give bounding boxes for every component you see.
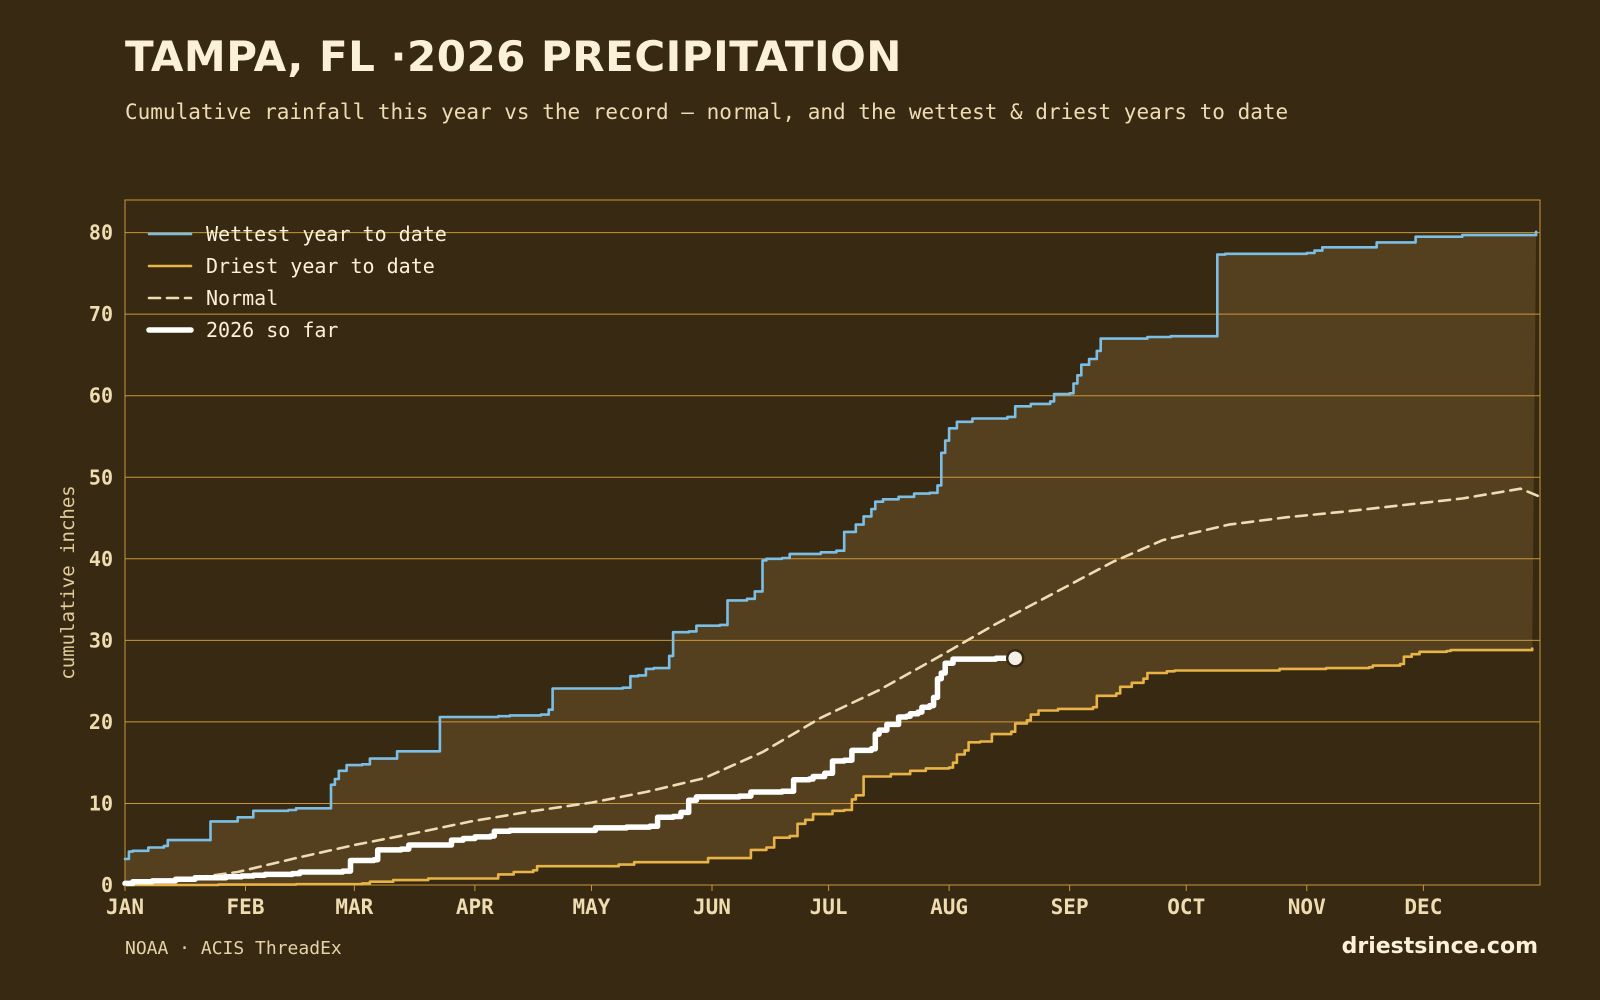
y-tick-label: 30 [89, 628, 113, 652]
x-tick-label: APR [456, 895, 494, 919]
y-tick-label: 20 [89, 710, 113, 734]
normal-line [123, 487, 1542, 885]
wettest-line [123, 230, 1538, 861]
brand-link[interactable]: driestsince.com [1341, 934, 1538, 959]
data-source: NOAA · ACIS ThreadEx [125, 938, 342, 959]
legend-label: 2026 so far [206, 318, 338, 342]
legend-label: Wettest year to date [206, 222, 447, 246]
driest-line [123, 647, 1534, 887]
x-tick-label: JUN [693, 895, 731, 919]
legend: Wettest year to date Driest year to date N… [146, 222, 447, 342]
legend-label: Normal [206, 286, 278, 310]
series-lines [122, 230, 1542, 887]
y-tick-label: 10 [89, 791, 113, 815]
y-tick-label: 0 [101, 873, 113, 897]
plot-frame [124, 199, 1541, 886]
y-tick-label: 80 [89, 221, 113, 245]
y-tick-label: 60 [89, 384, 113, 408]
x-tick-label: DEC [1404, 895, 1442, 919]
x-axis-ticks: JAN FEB MAR APR MAY JUN JUL AUG SEP OCT NOV DEC [106, 885, 1442, 919]
grid-lines [125, 232, 1540, 804]
legend-label: Driest year to date [206, 254, 435, 278]
current-year-line [122, 655, 1018, 887]
chart-subtitle: Cumulative rainfall this year vs the rec… [125, 100, 1289, 124]
y-tick-label: 40 [89, 547, 113, 571]
chart-title: TAMPA, FL ·2026 PRECIPITATION [125, 32, 902, 81]
y-axis-label: cumulative inches [57, 485, 79, 679]
x-tick-label: FEB [227, 895, 265, 919]
x-tick-label: OCT [1167, 895, 1205, 919]
x-tick-label: MAR [335, 895, 373, 919]
current-value-marker [1005, 649, 1025, 668]
y-tick-label: 70 [89, 302, 113, 326]
x-tick-label: JUL [810, 895, 848, 919]
x-tick-label: SEP [1051, 895, 1089, 919]
x-tick-label: MAY [573, 895, 611, 919]
y-tick-label: 50 [89, 465, 113, 489]
y-axis-ticks: 0 10 20 30 40 50 60 70 80 [89, 221, 113, 897]
x-tick-label: NOV [1288, 895, 1326, 919]
x-tick-label: AUG [930, 895, 968, 919]
x-tick-label: JAN [106, 895, 144, 919]
